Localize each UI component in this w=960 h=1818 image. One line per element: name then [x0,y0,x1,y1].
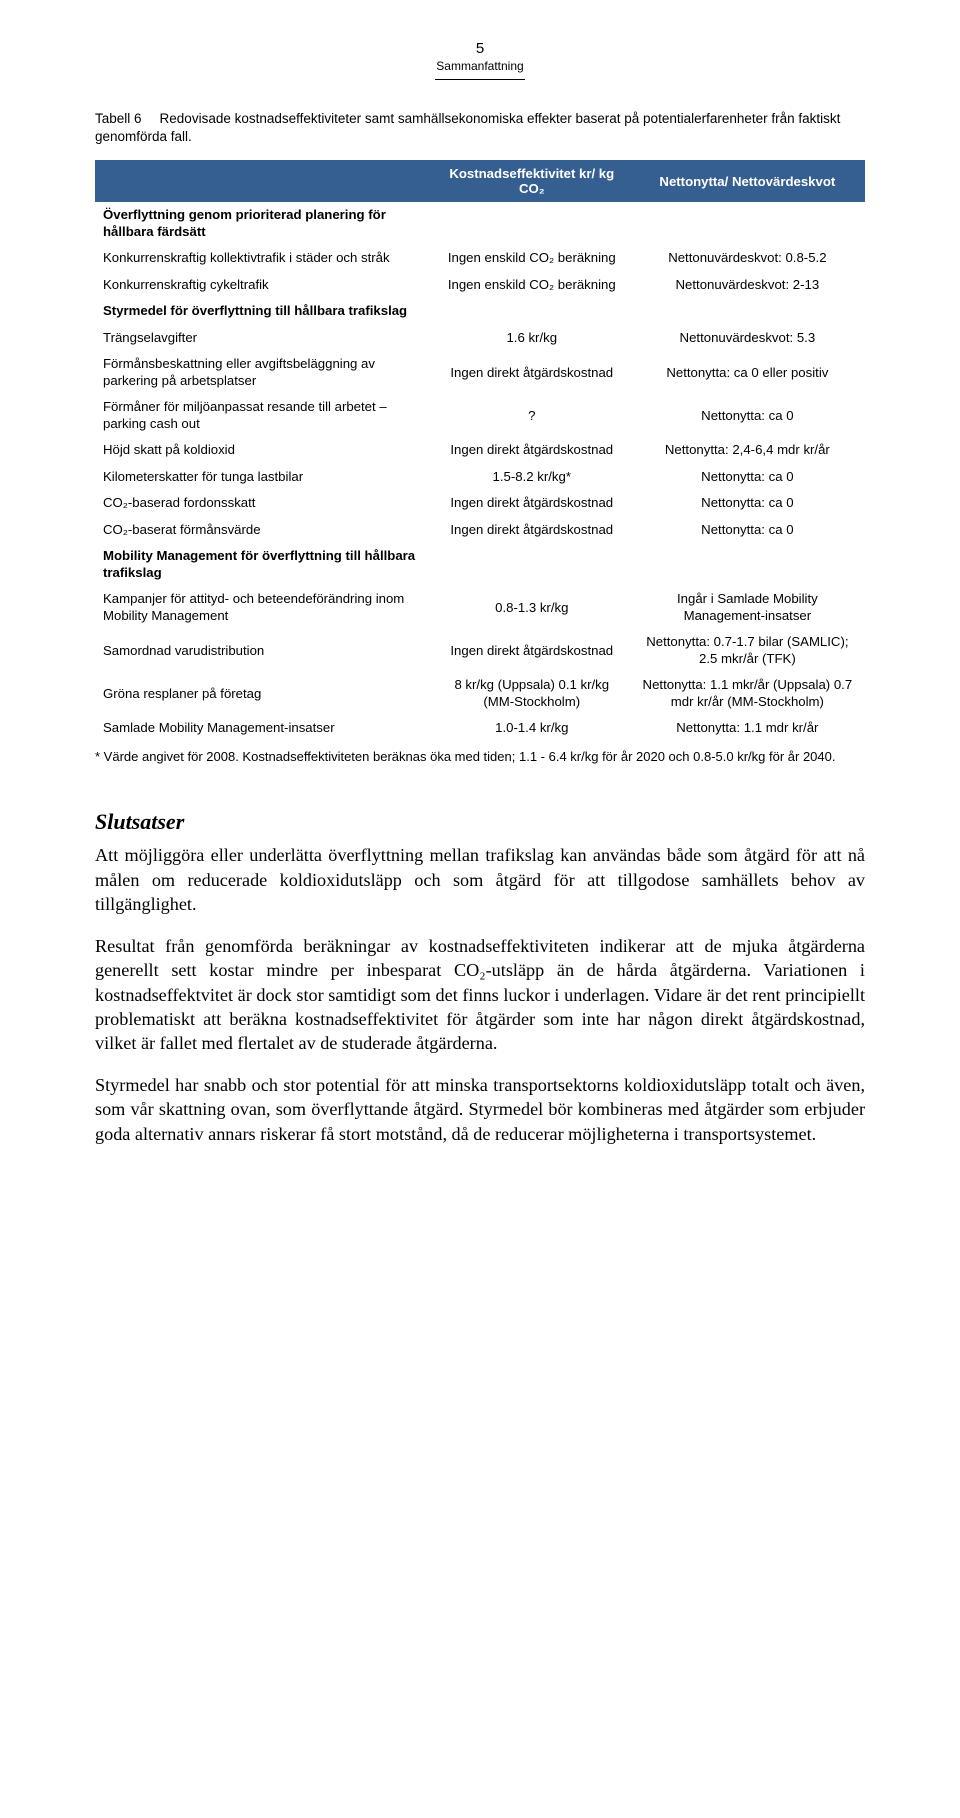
row-label: CO₂-baserad fordonsskatt [95,490,434,517]
row-value-cost: 1.0-1.4 kr/kg [434,715,630,742]
table-caption: Tabell 6Redovisade kostnadseffektivitete… [95,110,865,146]
row-label: Överflyttning genom prioriterad planerin… [95,202,434,245]
row-label: Gröna resplaner på företag [95,672,434,715]
row-value-benefit: Nettonytta: ca 0 [630,490,865,517]
row-value-benefit: Nettonytta: ca 0 [630,517,865,544]
row-value-benefit: Nettonytta: 1.1 mkr/år (Uppsala) 0.7 mdr… [630,672,865,715]
paragraph-3: Styrmedel har snabb och stor potential f… [95,1073,865,1146]
paragraph-2: Resultat från genomförda beräkningar av … [95,934,865,1055]
row-label: CO₂-baserat förmånsvärde [95,517,434,544]
table-footnote: * Värde angivet för 2008. Kostnadseffekt… [95,748,865,766]
row-label: Förmåner för miljöanpassat resande till … [95,394,434,437]
page-number: 5 [95,40,865,57]
table-header-row: Kostnadseffektivitet kr/ kg CO₂ Nettonyt… [95,160,865,202]
row-label: Samlade Mobility Management-insatser [95,715,434,742]
section-row: Mobility Management för överflyttning ti… [95,543,865,586]
row-value-benefit: Ingår i Samlade Mobility Management-insa… [630,586,865,629]
row-value-benefit: Nettonuvärdeskvot: 2-13 [630,272,865,299]
top-divider [435,79,525,80]
row-value-cost: Ingen enskild CO₂ beräkning [434,272,630,299]
table-row: Gröna resplaner på företag8 kr/kg (Uppsa… [95,672,865,715]
row-value-benefit [630,543,865,586]
row-label: Konkurrenskraftig cykeltrafik [95,272,434,299]
row-value-cost: 1.6 kr/kg [434,325,630,352]
table-row: CO₂-baserat förmånsvärdeIngen direkt åtg… [95,517,865,544]
row-value-cost: Ingen direkt åtgärdskostnad [434,351,630,394]
col-header-2: Kostnadseffektivitet kr/ kg CO₂ [434,160,630,202]
row-value-cost [434,543,630,586]
page-container: 5 Sammanfattning Tabell 6Redovisade kost… [0,0,960,1224]
row-label: Mobility Management för överflyttning ti… [95,543,434,586]
row-value-benefit: Nettonytta: ca 0 [630,464,865,491]
row-label: Höjd skatt på koldioxid [95,437,434,464]
row-label: Kilometerskatter för tunga lastbilar [95,464,434,491]
section-row: Överflyttning genom prioriterad planerin… [95,202,865,245]
row-value-cost: Ingen direkt åtgärdskostnad [434,517,630,544]
row-label: Förmånsbeskattning eller avgiftsbeläggni… [95,351,434,394]
row-value-benefit: Nettonytta: 0.7-1.7 bilar (SAMLIC); 2.5 … [630,629,865,672]
table-row: Kampanjer för attityd- och beteendeförän… [95,586,865,629]
row-label: Konkurrenskraftig kollektivtrafik i städ… [95,245,434,272]
row-value-benefit: Nettonytta: 1.1 mdr kr/år [630,715,865,742]
caption-label: Tabell 6 [95,110,142,128]
cost-effectiveness-table: Kostnadseffektivitet kr/ kg CO₂ Nettonyt… [95,160,865,742]
table-body: Överflyttning genom prioriterad planerin… [95,202,865,742]
table-row: Samlade Mobility Management-insatser1.0-… [95,715,865,742]
row-value-cost [434,298,630,325]
row-value-cost: 0.8-1.3 kr/kg [434,586,630,629]
row-value-cost: 8 kr/kg (Uppsala) 0.1 kr/kg (MM-Stockhol… [434,672,630,715]
col-header-3: Nettonytta/ Nettovärdeskvot [630,160,865,202]
row-value-benefit: Nettonuvärdeskvot: 0.8-5.2 [630,245,865,272]
col-header-1 [95,160,434,202]
row-value-benefit: Nettonytta: ca 0 eller positiv [630,351,865,394]
row-value-benefit: Nettonytta: ca 0 [630,394,865,437]
conclusions-heading: Slutsatser [95,809,865,835]
table-row: Konkurrenskraftig cykeltrafikIngen enski… [95,272,865,299]
row-label: Kampanjer för attityd- och beteendeförän… [95,586,434,629]
row-value-cost: Ingen direkt åtgärdskostnad [434,490,630,517]
row-value-cost: Ingen enskild CO₂ beräkning [434,245,630,272]
table-row: CO₂-baserad fordonsskattIngen direkt åtg… [95,490,865,517]
row-value-cost: 1.5-8.2 kr/kg* [434,464,630,491]
row-label: Trängselavgifter [95,325,434,352]
table-row: Höjd skatt på koldioxidIngen direkt åtgä… [95,437,865,464]
section-row: Styrmedel för överflyttning till hållbar… [95,298,865,325]
row-value-benefit: Nettonytta: 2,4-6,4 mdr kr/år [630,437,865,464]
caption-text: Redovisade kostnadseffektiviteter samt s… [95,111,840,144]
table-row: Trängselavgifter1.6 kr/kgNettonuvärdeskv… [95,325,865,352]
table-row: Förmåner för miljöanpassat resande till … [95,394,865,437]
row-value-cost: ? [434,394,630,437]
row-value-benefit [630,298,865,325]
row-value-benefit: Nettonuvärdeskvot: 5.3 [630,325,865,352]
table-row: Förmånsbeskattning eller avgiftsbeläggni… [95,351,865,394]
row-value-cost [434,202,630,245]
section-mini-title: Sammanfattning [95,59,865,73]
row-label: Styrmedel för överflyttning till hållbar… [95,298,434,325]
row-value-cost: Ingen direkt åtgärdskostnad [434,437,630,464]
paragraph-1: Att möjliggöra eller underlätta överflyt… [95,843,865,916]
table-row: Samordnad varudistributionIngen direkt å… [95,629,865,672]
body-text: Att möjliggöra eller underlätta överflyt… [95,843,865,1145]
table-row: Kilometerskatter för tunga lastbilar1.5-… [95,464,865,491]
row-value-cost: Ingen direkt åtgärdskostnad [434,629,630,672]
row-label: Samordnad varudistribution [95,629,434,672]
table-row: Konkurrenskraftig kollektivtrafik i städ… [95,245,865,272]
row-value-benefit [630,202,865,245]
